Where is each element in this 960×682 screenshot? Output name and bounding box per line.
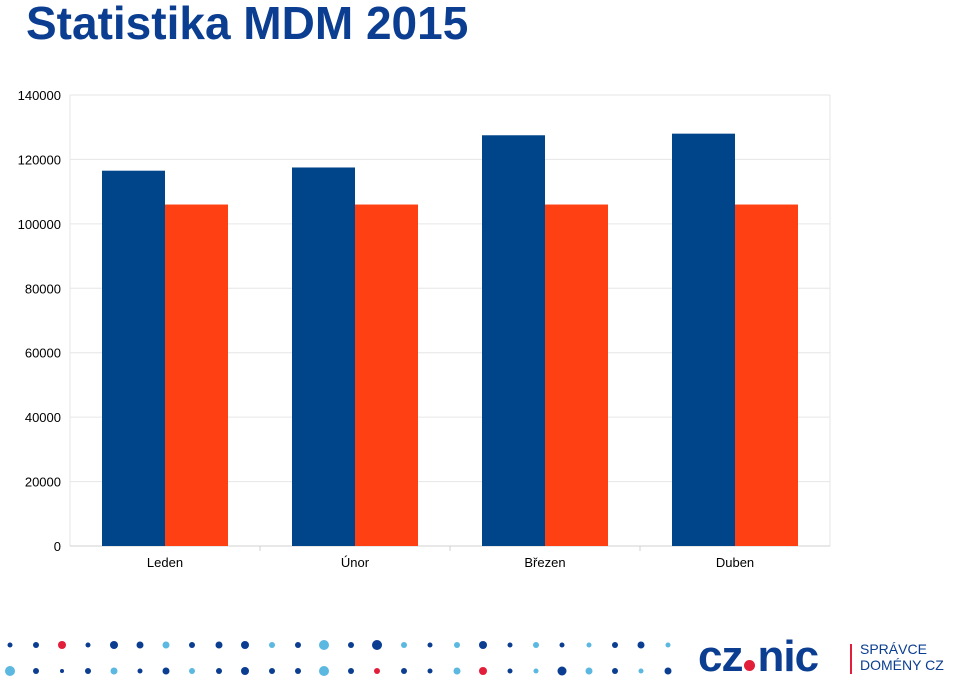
- decorative-dot: [557, 666, 567, 676]
- bar-orange: [545, 204, 608, 546]
- decorative-dot: [110, 641, 118, 649]
- decorative-dot: [348, 668, 354, 674]
- bar-blue: [292, 167, 355, 546]
- decorative-dot: [60, 669, 64, 673]
- cznic-logo: cz nic SPRÁVCE DOMÉNY CZ: [698, 632, 960, 681]
- decorative-dot: [215, 641, 223, 649]
- decorative-dot: [85, 642, 91, 648]
- decorative-dot: [533, 668, 539, 674]
- bar-chart: 0 20000 40000 60000 80000 100000 120000 140000 L…: [18, 88, 831, 570]
- decorative-dot: [479, 667, 487, 675]
- decorative-dot: [664, 667, 672, 675]
- logo-subtitle-line-1: SPRÁVCE: [860, 641, 927, 657]
- decorative-dot: [295, 668, 301, 674]
- decorative-dot: [401, 642, 407, 648]
- logo-dot-icon: [744, 660, 756, 671]
- decorative-dot: [5, 666, 15, 676]
- bar-blue: [672, 133, 735, 546]
- decorative-dot: [295, 642, 301, 648]
- x-tick-label: Duben: [716, 555, 754, 570]
- decorative-dot: [7, 642, 13, 648]
- decorative-dot: [319, 666, 329, 676]
- y-tick-label: 100000: [18, 217, 61, 232]
- decorative-dot: [427, 668, 433, 674]
- decorative-dot: [136, 641, 144, 649]
- decorative-dot: [58, 641, 66, 649]
- decorative-dot: [612, 642, 618, 648]
- decorative-dot: [216, 668, 222, 674]
- logo-wordmark-cz: cz: [698, 632, 743, 681]
- decorative-dot: [585, 667, 593, 675]
- decorative-dot: [665, 642, 671, 648]
- y-tick-label: 40000: [25, 410, 61, 425]
- y-tick-label: 60000: [25, 346, 61, 361]
- decorative-dot: [348, 642, 354, 648]
- decorative-dot: [637, 641, 645, 649]
- decorative-dot: [162, 641, 170, 649]
- decorative-dot: [319, 640, 329, 650]
- decorative-dot: [269, 642, 275, 648]
- decorative-dots: [5, 640, 672, 676]
- y-tick-label: 80000: [25, 281, 61, 296]
- decorative-dot: [427, 642, 433, 648]
- x-tick-label: Únor: [341, 555, 370, 570]
- logo-wordmark-nic: nic: [757, 632, 819, 681]
- y-tick-label: 120000: [18, 152, 61, 167]
- x-tick-label: Leden: [147, 555, 183, 570]
- decorative-dot: [559, 642, 565, 648]
- decorative-dot: [374, 668, 380, 674]
- decorative-dot: [533, 642, 539, 648]
- bar-orange: [165, 204, 228, 546]
- decorative-dot: [612, 668, 618, 674]
- x-tick-label: Březen: [524, 555, 565, 570]
- y-tick-label: 20000: [25, 475, 61, 490]
- decorative-dot: [453, 667, 461, 675]
- bar-orange: [735, 204, 798, 546]
- page-title: Statistika MDM 2015: [26, 0, 469, 49]
- decorative-dot: [137, 668, 143, 674]
- bar-blue: [482, 135, 545, 546]
- logo-subtitle-line-2: DOMÉNY CZ: [860, 657, 944, 673]
- decorative-dot: [241, 641, 249, 649]
- bar-blue: [102, 170, 165, 547]
- decorative-dot: [372, 640, 382, 650]
- decorative-dot: [241, 667, 249, 675]
- decorative-dot: [33, 668, 39, 674]
- logo-separator: [850, 644, 852, 674]
- decorative-dot: [401, 668, 407, 674]
- decorative-dot: [189, 668, 195, 674]
- decorative-dot: [507, 668, 513, 674]
- decorative-dot: [189, 642, 195, 648]
- decorative-dot: [162, 667, 170, 675]
- decorative-dot: [586, 642, 592, 648]
- decorative-dot: [110, 667, 118, 675]
- decorative-dot: [638, 668, 644, 674]
- decorative-dot: [33, 642, 39, 648]
- logo-wordmark: cz nic: [698, 632, 819, 682]
- y-tick-label: 0: [54, 539, 61, 554]
- decorative-dot: [454, 642, 460, 648]
- decorative-dot: [507, 642, 513, 648]
- decorative-dot: [85, 668, 91, 674]
- decorative-dot: [269, 668, 275, 674]
- decorative-dot: [479, 641, 487, 649]
- y-tick-label: 140000: [18, 88, 61, 103]
- bar-orange: [355, 204, 418, 546]
